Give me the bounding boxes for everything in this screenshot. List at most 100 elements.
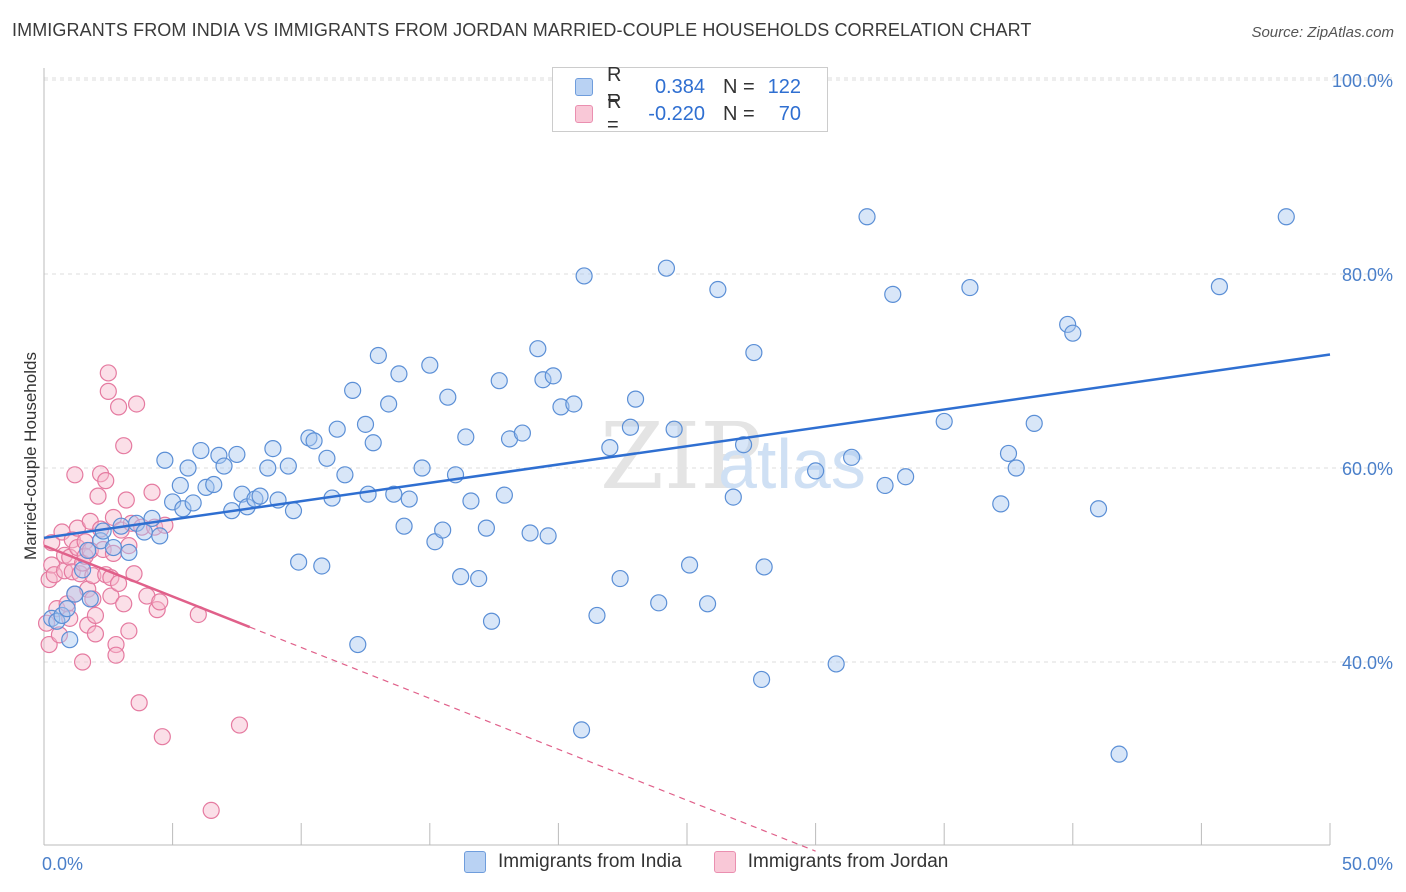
jordan-point-47 [109,398,128,416]
india-point-38 [279,457,297,475]
jordan-point-68 [202,801,220,820]
india-point-74 [513,424,531,442]
india-point-75 [521,524,539,542]
jordan-n-value: 70 [778,102,801,125]
india-n-value: 122 [767,75,801,98]
india-point-103 [858,208,876,226]
india-point-18 [156,451,174,469]
india-point-107 [935,412,953,431]
jordan-point-61 [143,483,161,501]
jordan-point-40 [99,364,117,382]
india-point-102 [843,448,861,466]
india-point-79 [544,367,562,385]
india-r-label: R = [607,64,622,109]
jordan-r-value: -0.220 [648,102,705,125]
jordan-point-53 [120,622,138,640]
india-point-30 [228,445,246,464]
india-point-71 [490,372,508,390]
india-point-63 [439,388,457,406]
india-point-87 [621,418,640,436]
india-point-17 [151,527,169,545]
india-point-66 [457,428,475,446]
jordan-point-33 [89,487,107,505]
india-point-117 [1210,278,1229,296]
jordan-point-32 [86,625,105,643]
legend-box: R = 0.384 N = 122 R = -0.220 N = 70 [552,64,828,136]
india-point-115 [1089,500,1108,518]
jordan-legend-swatch-icon [713,851,736,873]
india-point-93 [698,595,717,613]
india-point-98 [752,670,771,689]
india-point-100 [806,462,825,480]
india-point-11 [104,538,123,557]
india-point-8 [81,590,99,608]
watermark-zip: ZIP [600,403,762,510]
india-point-54 [380,395,398,413]
legend-item-india: Immigrants from India [464,851,682,873]
india-point-48 [344,381,362,399]
jordan-point-39 [99,382,117,400]
india-point-44 [318,449,336,467]
india-point-84 [588,606,606,625]
jordan-point-51 [115,437,133,455]
india-point-82 [572,721,591,739]
jordan-point-2 [40,570,58,589]
india-point-22 [179,459,197,477]
jordan-point-7 [50,626,69,644]
india-point-51 [359,485,377,503]
legend-row-jordan: R = -0.220 N = 70 [575,91,801,136]
india-point-83 [575,267,593,285]
india-point-56 [390,365,408,383]
india-point-28 [215,457,233,475]
india-point-111 [1007,459,1025,477]
india-point-65 [452,568,470,586]
india-legend-label: Immigrants from India [498,851,682,872]
india-point-19 [164,493,182,511]
india-point-55 [385,485,403,503]
legend-row-india: R = 0.384 N = 122 [575,64,801,109]
india-point-95 [724,488,742,506]
india-point-26 [205,475,223,494]
india-point-88 [626,390,645,408]
source-credit: Source: ZipAtlas.com [1251,24,1394,41]
india-point-59 [413,459,431,477]
india-point-91 [665,420,683,438]
india-point-50 [356,415,375,433]
jordan-point-57 [127,395,146,413]
india-point-53 [369,346,387,365]
india-point-58 [400,490,418,508]
india-point-47 [336,466,354,484]
india-point-106 [897,468,915,486]
india-point-13 [120,543,138,561]
india-point-21 [174,500,192,518]
series-legend: Immigrants from India Immigrants from Jo… [464,851,980,873]
india-point-40 [290,553,308,571]
india-point-69 [477,519,495,537]
india-point-57 [395,517,413,535]
india-point-62 [434,521,452,539]
india-point-118 [1277,208,1295,226]
india-trend-line [43,353,1331,540]
india-point-96 [734,436,753,454]
jordan-swatch-icon [575,105,593,123]
india-point-4 [61,631,79,649]
india-point-70 [482,612,501,630]
y-tick-labels: 100.0% 80.0% 60.0% 40.0% [1332,71,1393,673]
jordan-point-65 [153,728,171,746]
india-point-105 [884,285,902,303]
jordan-r-label: R = [607,91,622,136]
jordan-point-29 [84,567,102,585]
india-point-27 [210,446,228,464]
india-point-43 [313,557,331,575]
india-point-108 [961,278,979,297]
india-point-35 [259,459,277,477]
india-legend-swatch-icon [464,851,486,873]
india-point-81 [565,395,583,413]
india-point-23 [184,494,202,512]
india-point-89 [650,594,668,612]
india-point-109 [992,495,1010,513]
india-point-116 [1110,745,1128,763]
india-point-114 [1064,324,1082,342]
jordan-point-64 [151,593,169,611]
